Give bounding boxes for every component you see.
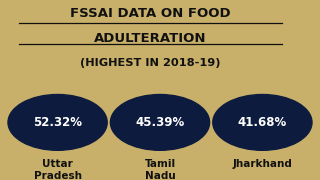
Text: 41.68%: 41.68% [238, 116, 287, 129]
Text: FSSAI DATA ON FOOD: FSSAI DATA ON FOOD [70, 7, 231, 20]
Circle shape [213, 94, 312, 150]
Text: ADULTERATION: ADULTERATION [94, 32, 207, 45]
Circle shape [110, 94, 210, 150]
Text: Uttar
Pradesh: Uttar Pradesh [34, 159, 82, 180]
Text: 45.39%: 45.39% [135, 116, 185, 129]
Text: Jharkhand: Jharkhand [232, 159, 292, 169]
Text: Tamil
Nadu: Tamil Nadu [144, 159, 176, 180]
Circle shape [8, 94, 107, 150]
Text: 52.32%: 52.32% [33, 116, 82, 129]
Text: (HIGHEST IN 2018-19): (HIGHEST IN 2018-19) [80, 58, 221, 68]
